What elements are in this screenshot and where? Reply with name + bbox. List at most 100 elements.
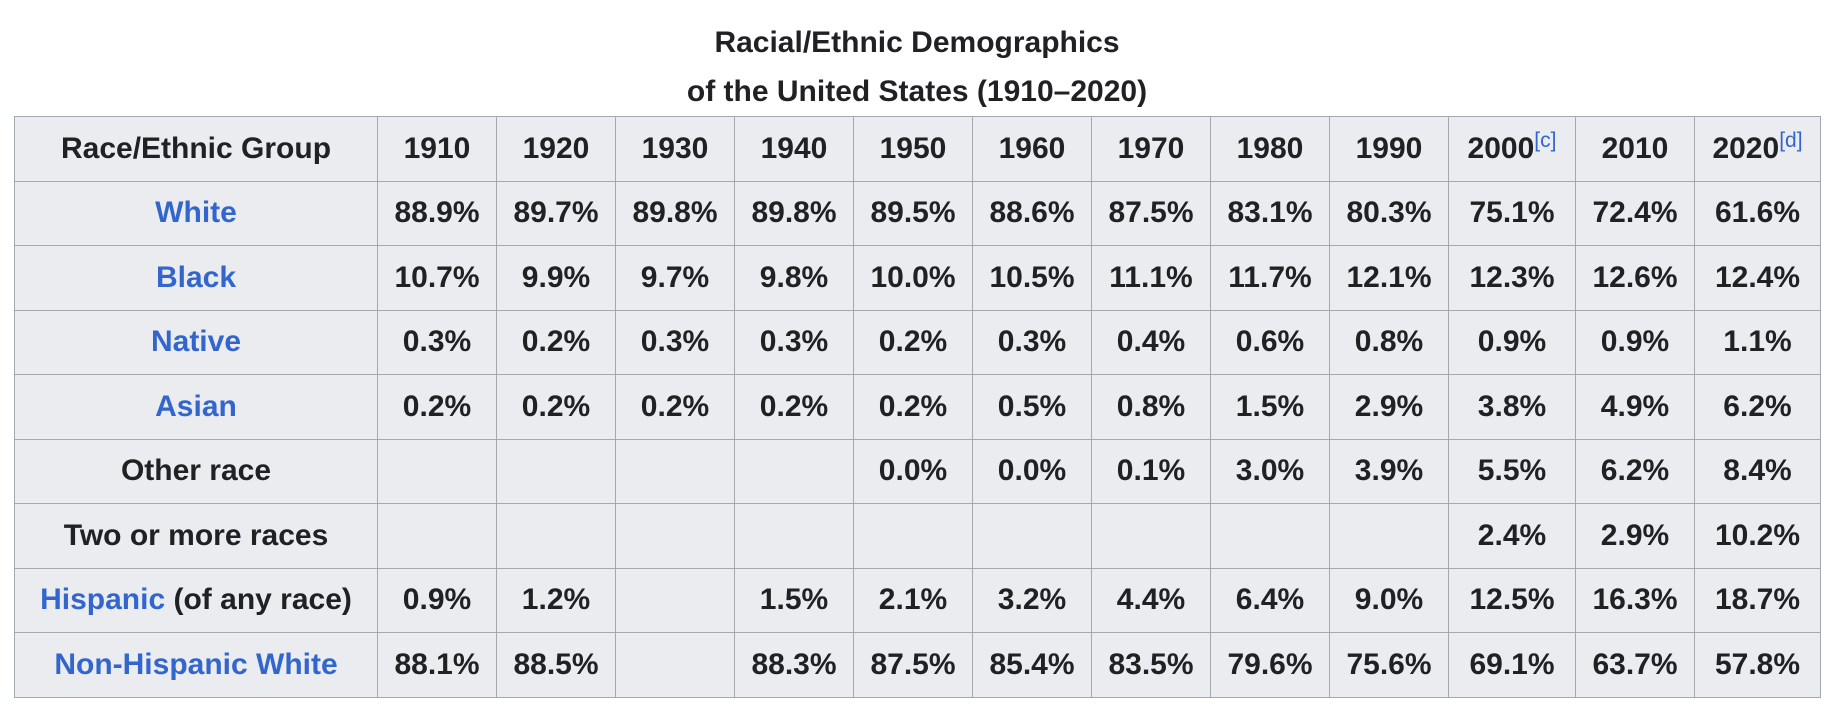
value-cell xyxy=(1329,503,1449,569)
group-link[interactable]: Hispanic xyxy=(40,583,166,617)
value-cell: 0.2% xyxy=(734,374,854,440)
value-cell: 2.1% xyxy=(853,567,973,633)
value-cell: 83.5% xyxy=(1091,632,1211,698)
table-row: Other race 0.0% 0.0% 0.1% 3.0% 3.9% 5.5% 6.2% 8.… xyxy=(14,438,1821,504)
header-year-11: 2020[d] xyxy=(1694,116,1821,182)
value-cell: 88.9% xyxy=(377,180,497,246)
value-cell: 12.4% xyxy=(1694,245,1821,311)
value-cell: 3.0% xyxy=(1210,438,1330,504)
value-cell: 61.6% xyxy=(1694,180,1821,246)
value-cell: 1.5% xyxy=(1210,374,1330,440)
header-group-label: Race/Ethnic Group xyxy=(14,116,378,182)
value-cell: 9.9% xyxy=(496,245,616,311)
value-cell: 11.7% xyxy=(1210,245,1330,311)
value-cell: 1.2% xyxy=(496,567,616,633)
group-link[interactable]: Native xyxy=(150,325,242,359)
header-year-label: 1940 xyxy=(760,131,828,165)
header-year-7: 1980 xyxy=(1210,116,1330,182)
value-cell xyxy=(853,503,973,569)
header-year-9: 2000[c] xyxy=(1448,116,1576,182)
demographics-table: Race/Ethnic Group 1910 1920 1930 1940 1950 19… xyxy=(14,116,1821,698)
value-cell: 80.3% xyxy=(1329,180,1449,246)
value-cell: 0.8% xyxy=(1329,309,1449,375)
header-year-label: 1970 xyxy=(1117,131,1185,165)
value-cell: 2.9% xyxy=(1329,374,1449,440)
value-cell: 12.3% xyxy=(1448,245,1576,311)
value-cell xyxy=(1091,503,1211,569)
value-cell: 75.1% xyxy=(1448,180,1576,246)
value-cell xyxy=(496,503,616,569)
value-cell: 89.7% xyxy=(496,180,616,246)
value-cell: 0.3% xyxy=(734,309,854,375)
group-link[interactable]: Asian xyxy=(155,389,237,423)
footnote-link[interactable]: [c] xyxy=(1534,128,1557,152)
value-cell: 0.9% xyxy=(1448,309,1576,375)
header-year-label: 2020 xyxy=(1712,131,1780,165)
value-cell: 87.5% xyxy=(1091,180,1211,246)
table-row: Black 10.7% 9.9% 9.7% 9.8% 10.0% 10.5% 11.1% 11.… xyxy=(14,245,1821,311)
value-cell: 5.5% xyxy=(1448,438,1576,504)
value-cell xyxy=(377,438,497,504)
header-year-6: 1970 xyxy=(1091,116,1211,182)
value-cell: 12.6% xyxy=(1575,245,1695,311)
row-group-cell: Native xyxy=(14,309,378,375)
header-year-8: 1990 xyxy=(1329,116,1449,182)
value-cell: 0.2% xyxy=(496,309,616,375)
footnote-link[interactable]: [d] xyxy=(1779,128,1803,152)
value-cell xyxy=(615,438,735,504)
value-cell: 0.8% xyxy=(1091,374,1211,440)
table-row: Non-Hispanic White 88.1% 88.5% 88.3% 87.5% 85… xyxy=(14,632,1821,698)
value-cell: 0.2% xyxy=(377,374,497,440)
value-cell: 83.1% xyxy=(1210,180,1330,246)
value-cell: 10.0% xyxy=(853,245,973,311)
value-cell: 57.8% xyxy=(1694,632,1821,698)
value-cell: 3.9% xyxy=(1329,438,1449,504)
caption-line-2: of the United States (1910–2020) xyxy=(686,75,1148,108)
header-year-1: 1920 xyxy=(496,116,616,182)
value-cell: 0.0% xyxy=(853,438,973,504)
value-cell: 1.1% xyxy=(1694,309,1821,375)
demographics-table-container: Racial/Ethnic Demographics of the United… xyxy=(14,18,1821,698)
value-cell: 0.4% xyxy=(1091,309,1211,375)
value-cell xyxy=(496,438,616,504)
header-year-10: 2010 xyxy=(1575,116,1695,182)
value-cell: 0.3% xyxy=(972,309,1092,375)
table-row: Two or more races 2.4% 2.9% 10.2% xyxy=(14,503,1821,569)
row-group-cell: Asian xyxy=(14,374,378,440)
table-row: White 88.9% 89.7% 89.8% 89.8% 89.5% 88.6% 87.5%… xyxy=(14,180,1821,246)
table-body: White 88.9% 89.7% 89.8% 89.8% 89.5% 88.6% 87.5%… xyxy=(14,180,1821,698)
header-year-label: 1950 xyxy=(879,131,947,165)
value-cell: 89.5% xyxy=(853,180,973,246)
value-cell: 9.8% xyxy=(734,245,854,311)
value-cell: 8.4% xyxy=(1694,438,1821,504)
value-cell: 0.2% xyxy=(853,374,973,440)
value-cell: 0.2% xyxy=(853,309,973,375)
row-group-cell: White xyxy=(14,180,378,246)
value-cell: 4.9% xyxy=(1575,374,1695,440)
value-cell: 0.2% xyxy=(615,374,735,440)
header-year-label: 2010 xyxy=(1601,131,1669,165)
header-year-label: 1920 xyxy=(522,131,590,165)
group-link[interactable]: Black xyxy=(155,260,237,294)
table-row: Native 0.3% 0.2% 0.3% 0.3% 0.2% 0.3% 0.4% 0.6% 0.… xyxy=(14,309,1821,375)
value-cell: 75.6% xyxy=(1329,632,1449,698)
value-cell: 72.4% xyxy=(1575,180,1695,246)
value-cell: 79.6% xyxy=(1210,632,1330,698)
value-cell: 6.2% xyxy=(1575,438,1695,504)
value-cell: 0.5% xyxy=(972,374,1092,440)
table-caption: Racial/Ethnic Demographics of the United… xyxy=(14,18,1820,116)
value-cell: 10.5% xyxy=(972,245,1092,311)
header-year-0: 1910 xyxy=(377,116,497,182)
header-year-label: 1910 xyxy=(403,131,471,165)
value-cell: 16.3% xyxy=(1575,567,1695,633)
value-cell xyxy=(615,503,735,569)
group-link[interactable]: Non-Hispanic White xyxy=(54,647,338,681)
value-cell: 88.1% xyxy=(377,632,497,698)
value-cell xyxy=(377,503,497,569)
group-suffix: (of any race) xyxy=(165,583,352,617)
value-cell: 18.7% xyxy=(1694,567,1821,633)
header-year-5: 1960 xyxy=(972,116,1092,182)
value-cell: 3.8% xyxy=(1448,374,1576,440)
value-cell: 89.8% xyxy=(615,180,735,246)
group-link[interactable]: White xyxy=(155,196,237,230)
